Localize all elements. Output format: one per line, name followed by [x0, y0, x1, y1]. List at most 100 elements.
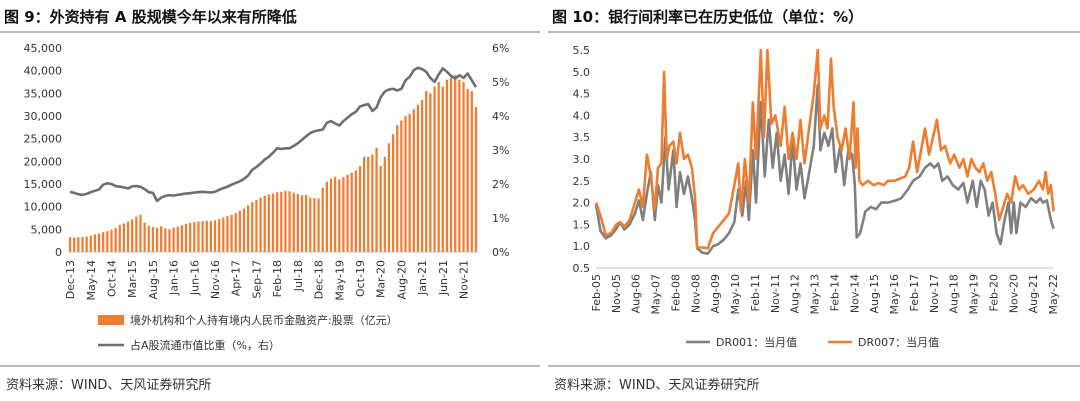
source-divider [548, 365, 1080, 367]
y-tick-label: 4.0 [573, 109, 591, 122]
chart-title: 图 10：银行间利率已在历史低位（单位：%） [552, 8, 864, 26]
x-tick-label: May-14 [85, 260, 98, 301]
legend-label: DR001：当月值 [716, 335, 797, 349]
x-tick-label: Oct-19 [354, 260, 367, 297]
bar [321, 187, 324, 252]
x-tick-label: Jun-21 [437, 260, 450, 296]
bar [387, 143, 391, 252]
bar [441, 86, 444, 252]
bar [445, 79, 449, 252]
bar [81, 237, 84, 252]
y-tick-label: 1.0 [573, 240, 591, 253]
bar [263, 195, 266, 252]
x-tick-label: Aug-20 [395, 260, 408, 299]
bar [205, 220, 208, 252]
legend-label: 占A股流通市值比重（%，右） [130, 338, 280, 352]
bar [213, 220, 217, 252]
x-tick-label: Aug-15 [147, 260, 160, 299]
x-tick-label: Feb-08 [670, 274, 683, 311]
bar [470, 91, 473, 252]
bar [433, 86, 436, 252]
bar [425, 91, 428, 252]
x-tick-label: Feb-05 [590, 274, 603, 311]
bar [416, 104, 420, 252]
x-tick-label: Nov-14 [848, 274, 861, 313]
bar [247, 205, 250, 252]
bar [238, 210, 242, 252]
y-left-tick-label: 10,000 [24, 201, 63, 214]
x-tick-label: Feb-14 [828, 274, 841, 311]
bar [304, 194, 308, 252]
bar [338, 179, 341, 252]
bar [267, 194, 270, 252]
y-right-tick-label: 6% [492, 42, 509, 55]
bar [474, 106, 478, 253]
x-tick-label: May-16 [888, 274, 901, 315]
bar [68, 237, 72, 252]
x-tick-label: Jul-18 [292, 260, 305, 292]
bar [160, 226, 163, 252]
bar [122, 223, 126, 252]
x-tick-label: Nov-16 [209, 260, 222, 299]
bar [371, 154, 374, 252]
x-tick-label: Feb-11 [749, 274, 762, 311]
bar [73, 237, 76, 252]
x-tick-label: Sep-17 [250, 260, 263, 299]
y-tick-label: 2.0 [573, 197, 591, 210]
x-tick-label: Aug-12 [789, 274, 802, 313]
bar [296, 193, 299, 252]
bar [375, 147, 378, 252]
bar [342, 177, 345, 252]
y-tick-label: 5.5 [573, 44, 591, 57]
x-tick-label: Nov-20 [1007, 274, 1020, 313]
bar [300, 195, 304, 252]
bar [97, 233, 101, 252]
bar [462, 82, 465, 252]
y-left-tick-label: 45,000 [24, 42, 63, 55]
bar [222, 217, 225, 252]
y-left-tick-label: 5,000 [31, 223, 63, 236]
chart-panel-left: 图 9：外资持有 A 股规模今年以来有所降低 0 5,000 10,000 15,00… [0, 8, 540, 393]
y-right-tick-label: 3% [492, 144, 509, 157]
y-left-tick-label: 35,000 [24, 87, 63, 100]
bar [176, 226, 179, 252]
x-tick-label: Jun-16 [188, 260, 201, 296]
bar [114, 227, 117, 252]
bar [458, 79, 461, 252]
y-left-tick-label: 30,000 [24, 110, 63, 123]
bar [193, 222, 196, 252]
bar [89, 235, 92, 252]
x-tick-label: Nov-21 [458, 260, 471, 299]
bar [292, 192, 295, 252]
x-tick-label: Mar-20 [375, 260, 388, 298]
bar [420, 100, 424, 252]
bar [280, 191, 283, 252]
y-right-tick-label: 2% [492, 178, 509, 191]
bar [218, 218, 221, 252]
chart-right-svg: 0.5 1.0 1.5 2.0 2.5 3.0 3.5 4.0 4.5 5.0 5.5 Feb-05 N… [573, 44, 1061, 349]
y-tick-label: 4.5 [573, 88, 591, 101]
bar [139, 214, 142, 252]
bar [346, 174, 349, 252]
x-tick-label: May-07 [650, 274, 663, 315]
source-divider [0, 365, 540, 367]
bar [362, 156, 366, 252]
bar [309, 197, 312, 252]
bar [383, 156, 386, 252]
y-left-tick-label: 0 [55, 246, 62, 259]
x-tick-label: May-22 [1047, 274, 1060, 315]
bar [466, 88, 469, 252]
y-tick-label: 1.5 [573, 218, 591, 231]
bar [189, 222, 192, 252]
y-tick-label: 5.0 [573, 66, 591, 79]
bar [255, 199, 258, 252]
bar [329, 178, 333, 252]
x-tick-label: Nov-05 [610, 274, 623, 313]
chart-title: 图 9：外资持有 A 股规模今年以来有所降低 [4, 8, 297, 26]
y-left-tick-label: 40,000 [24, 65, 63, 78]
x-tick-label: Jan-21 [416, 260, 429, 296]
bar [408, 113, 411, 252]
y-tick-label: 2.5 [573, 175, 591, 188]
bar [135, 216, 138, 252]
bar [201, 221, 204, 252]
